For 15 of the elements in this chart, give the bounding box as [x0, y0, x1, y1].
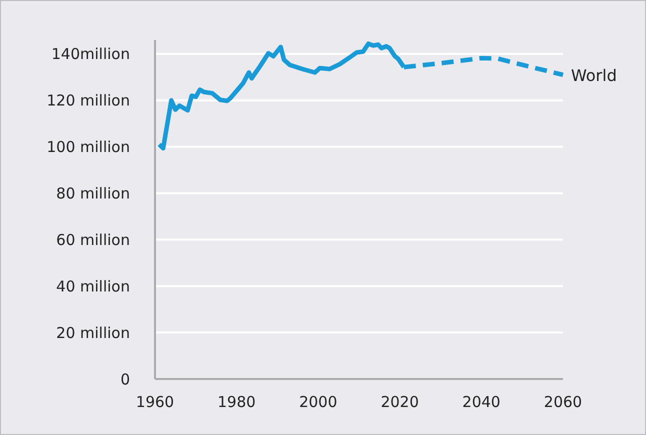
x-tick-label: 2020: [380, 393, 419, 411]
y-tick-label: 140million: [51, 45, 130, 64]
x-tick-label: 2040: [462, 393, 500, 411]
x-tick-label: 1960: [136, 393, 174, 411]
series-label: World: [571, 66, 617, 85]
y-tick-label: 40 million: [56, 277, 130, 296]
y-tick-label: 80 million: [56, 184, 130, 202]
x-tick-label: 2060: [544, 393, 582, 411]
y-tick-label: 60 million: [56, 230, 130, 249]
x-tick-label: 2000: [299, 393, 338, 411]
y-tick-label: 20 million: [56, 324, 130, 342]
y-tick-label: 100 million: [46, 138, 130, 156]
y-tick-label: 120 million: [46, 92, 130, 110]
y-tick-label: 0: [120, 370, 130, 388]
x-tick-label: 1980: [218, 393, 256, 411]
